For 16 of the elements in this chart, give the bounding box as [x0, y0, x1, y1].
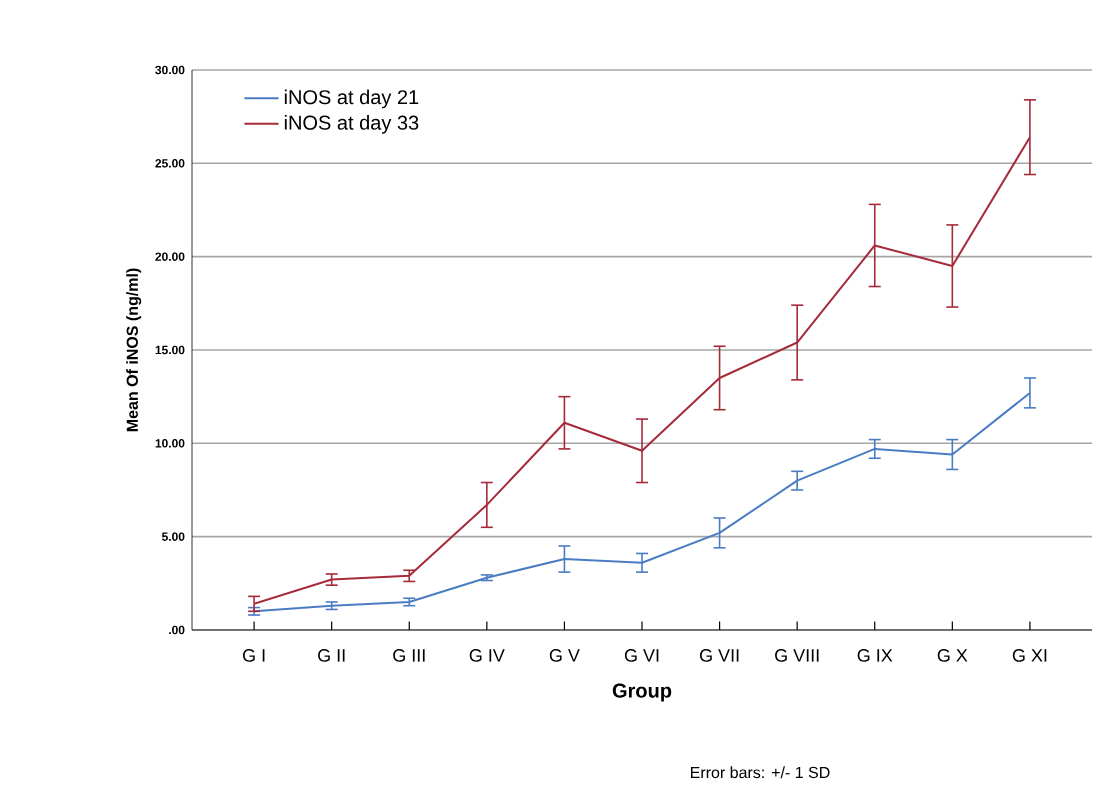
- x-tick-label: G II: [318, 649, 345, 662]
- x-tick-label: G XI: [1012, 649, 1047, 662]
- text: Error bars: +/- 1 SD: [691, 766, 830, 779]
- y-axis-title: Mean Of iNOS (ng/ml): [126, 268, 142, 432]
- x-tick-label: G VII: [699, 649, 739, 662]
- legend-label: iNOS at day 21: [284, 89, 419, 109]
- x-tick-label: G IV: [469, 649, 505, 662]
- x-tick-label: G VI: [624, 649, 659, 662]
- x-tick-label: G IX: [857, 649, 893, 662]
- x-tick-label: G I: [242, 649, 265, 662]
- x-axis-title: Group: [612, 683, 672, 702]
- x-tick-label: G III: [393, 649, 425, 662]
- x-tick-label: G V: [549, 649, 580, 662]
- legend-label: iNOS at day 33: [284, 115, 419, 134]
- x-tick-label: G VIII: [775, 649, 819, 662]
- x-tick-label: G X: [937, 649, 968, 662]
